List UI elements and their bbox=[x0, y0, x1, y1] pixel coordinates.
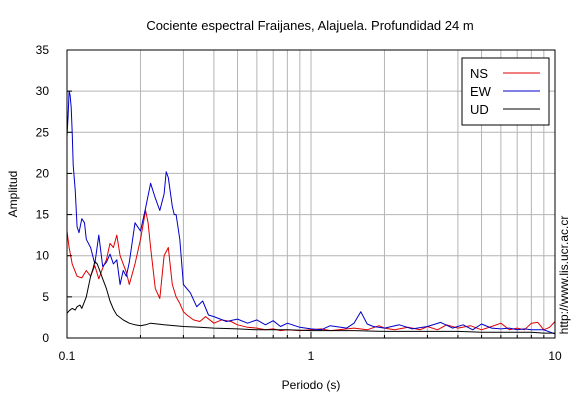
y-tick-label: 30 bbox=[36, 84, 50, 98]
legend-label-ns: NS bbox=[470, 66, 488, 81]
y-tick-label: 5 bbox=[42, 290, 49, 304]
y-axis: 0 5 10 15 20 25 30 35 bbox=[36, 43, 72, 345]
y-tick-label: 20 bbox=[36, 166, 50, 180]
y-tick-label: 35 bbox=[36, 43, 50, 57]
plot-lines bbox=[66, 90, 556, 335]
legend-label-ud: UD bbox=[470, 102, 489, 117]
x-tick-label: 10 bbox=[548, 349, 562, 363]
chart-title: Cociente espectral Fraijanes, Alajuela. … bbox=[146, 18, 473, 33]
y-tick-label: 15 bbox=[36, 208, 50, 222]
y-tick-label: 10 bbox=[36, 249, 50, 263]
x-axis-label: Periodo (s) bbox=[282, 378, 341, 392]
legend: NS EW UD bbox=[461, 57, 550, 126]
y-tick-label: 25 bbox=[36, 125, 50, 139]
series-line-ew bbox=[66, 90, 556, 335]
x-tick-label: 1 bbox=[308, 349, 315, 363]
x-axis: 0.1 1 10 bbox=[59, 332, 562, 363]
series-line-ud bbox=[66, 261, 555, 334]
y-axis-label: Amplitud bbox=[6, 171, 20, 218]
y-tick-label: 0 bbox=[42, 331, 49, 345]
source-url-label: http://www.lis.ucr.ac.cr bbox=[557, 216, 571, 335]
x-tick-label: 0.1 bbox=[59, 349, 76, 363]
legend-label-ew: EW bbox=[470, 84, 492, 99]
